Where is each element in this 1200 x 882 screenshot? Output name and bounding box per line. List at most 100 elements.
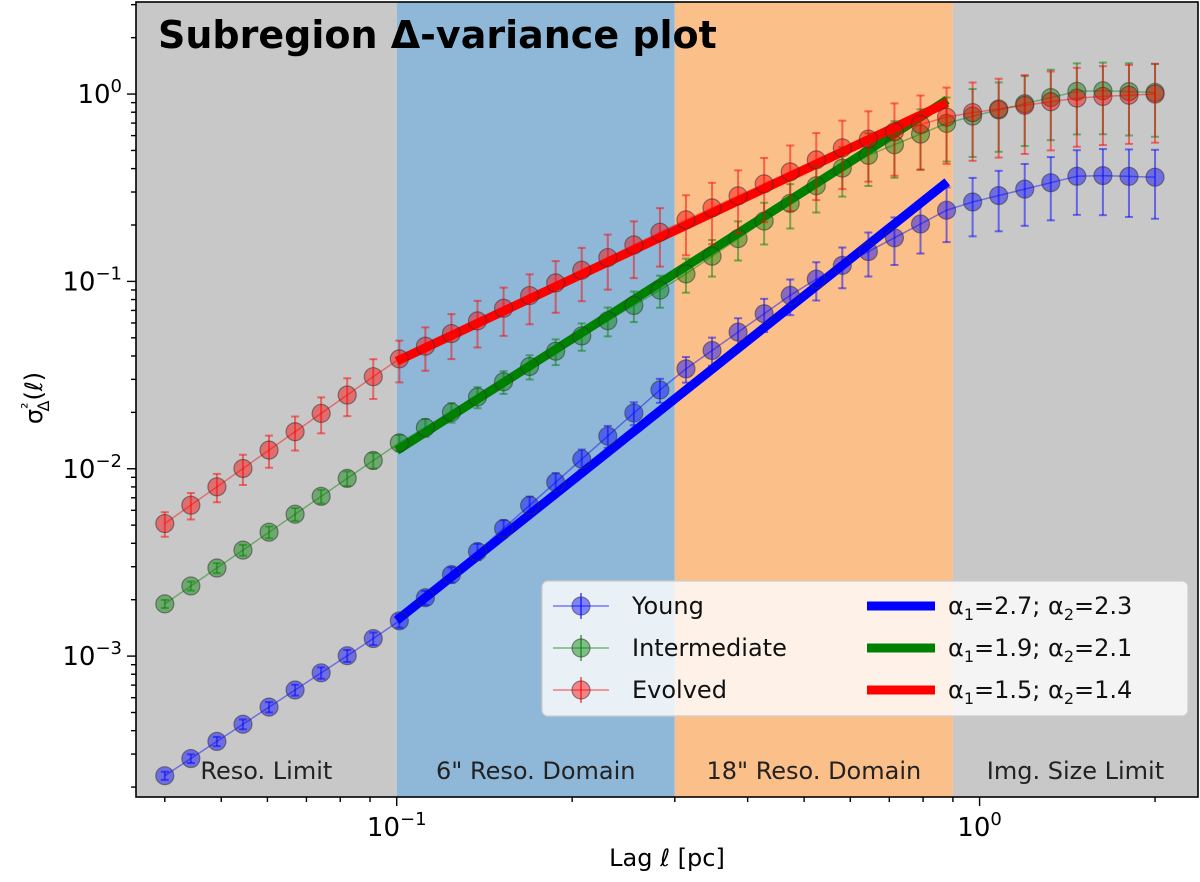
data-point bbox=[520, 356, 540, 377]
data-point bbox=[259, 440, 279, 460]
region-band-reso-limit bbox=[136, 2, 397, 797]
data-point bbox=[572, 260, 592, 280]
y-axis-label: σ²Δ(ℓ) bbox=[18, 372, 53, 424]
data-point bbox=[207, 731, 227, 752]
data-point bbox=[598, 247, 618, 268]
data-point bbox=[806, 150, 826, 170]
data-point bbox=[963, 102, 983, 123]
data-point bbox=[598, 311, 618, 331]
data-point bbox=[624, 403, 644, 423]
data-point bbox=[884, 122, 905, 142]
data-point bbox=[181, 495, 201, 515]
data-point bbox=[1041, 92, 1061, 112]
data-point bbox=[1119, 85, 1139, 105]
data-point bbox=[858, 241, 878, 262]
data-point bbox=[624, 295, 644, 316]
data-point bbox=[415, 336, 435, 356]
data-point bbox=[676, 264, 696, 284]
data-point bbox=[285, 504, 305, 524]
fit-line-intermediate bbox=[394, 96, 950, 455]
data-point bbox=[1067, 88, 1087, 108]
data-point bbox=[389, 433, 409, 453]
data-point bbox=[1145, 84, 1165, 104]
fit-line-young bbox=[393, 178, 951, 624]
legend-marker bbox=[571, 638, 591, 658]
data-point bbox=[181, 748, 201, 769]
data-point bbox=[233, 540, 253, 560]
data-point bbox=[676, 210, 696, 230]
data-point bbox=[311, 486, 331, 506]
data-point bbox=[546, 273, 566, 293]
legend-label-young: Young bbox=[631, 592, 704, 620]
data-point bbox=[884, 228, 905, 248]
region-label-img-size-limit: Img. Size Limit bbox=[987, 757, 1164, 785]
y-tick-label: 10−3 bbox=[62, 638, 122, 672]
data-point bbox=[259, 697, 279, 717]
region-labels: Reso. Limit 6" Reso. Domain 18" Reso. Doma… bbox=[200, 757, 1164, 785]
data-series-markers bbox=[155, 61, 1165, 786]
chart-title: Subregion Δ-variance plot bbox=[158, 13, 717, 57]
data-point bbox=[1093, 86, 1113, 107]
data-point bbox=[363, 628, 383, 649]
data-point bbox=[728, 322, 748, 342]
y-tick-label: 10−1 bbox=[62, 263, 122, 297]
region-label-reso-limit: Reso. Limit bbox=[200, 757, 332, 785]
data-point bbox=[598, 426, 618, 446]
data-point bbox=[493, 518, 514, 539]
data-point bbox=[806, 269, 826, 289]
y-tick-label: 10−2 bbox=[62, 451, 122, 485]
data-point bbox=[858, 129, 878, 149]
legend-box bbox=[541, 580, 1189, 717]
data-point bbox=[702, 340, 722, 361]
data-point bbox=[363, 367, 383, 387]
x-tick-label: 100 bbox=[957, 809, 1002, 843]
data-point bbox=[467, 541, 488, 562]
data-point bbox=[311, 403, 331, 423]
legend-fit-label: α1=1.9; α2=2.1 bbox=[948, 634, 1132, 666]
data-point bbox=[337, 468, 357, 489]
data-point bbox=[936, 200, 957, 220]
data-point bbox=[1067, 166, 1087, 186]
data-point bbox=[702, 246, 722, 266]
data-point bbox=[441, 323, 462, 344]
data-point bbox=[155, 513, 175, 534]
data-point bbox=[285, 422, 305, 442]
data-point bbox=[989, 99, 1009, 119]
data-point bbox=[832, 138, 852, 158]
data-point bbox=[650, 280, 670, 300]
data-point bbox=[415, 588, 435, 608]
power-law-fit-lines bbox=[393, 96, 951, 624]
data-point bbox=[546, 472, 566, 492]
legend-label-evolved: Evolved bbox=[632, 676, 727, 704]
data-point bbox=[207, 558, 227, 578]
region-label-6-reso-domain: 6" Reso. Domain bbox=[436, 757, 635, 785]
data-point bbox=[467, 387, 488, 407]
y-tick-label: 100 bbox=[77, 76, 122, 110]
data-point bbox=[259, 522, 279, 542]
data-point bbox=[910, 114, 931, 135]
data-point bbox=[337, 385, 357, 405]
data-point bbox=[1015, 179, 1035, 199]
region-label-18-reso-domain: 18" Reso. Domain bbox=[706, 757, 921, 785]
data-point bbox=[676, 359, 696, 379]
data-point bbox=[910, 214, 931, 234]
data-point bbox=[1015, 95, 1035, 115]
data-point bbox=[1145, 167, 1165, 187]
data-point bbox=[155, 766, 175, 786]
data-point bbox=[441, 402, 462, 422]
data-point bbox=[780, 162, 800, 182]
data-point bbox=[311, 663, 331, 683]
data-point bbox=[1041, 173, 1061, 193]
data-point bbox=[285, 680, 305, 700]
data-point bbox=[624, 235, 644, 255]
series-evolved bbox=[155, 62, 1165, 538]
data-point bbox=[467, 311, 488, 331]
legend-marker bbox=[571, 596, 591, 616]
data-point bbox=[546, 341, 566, 361]
data-point bbox=[441, 565, 462, 585]
data-point bbox=[1119, 166, 1139, 186]
plot-frame bbox=[135, 1, 1199, 798]
data-point bbox=[233, 458, 253, 479]
fit-line-evolved bbox=[394, 98, 950, 366]
